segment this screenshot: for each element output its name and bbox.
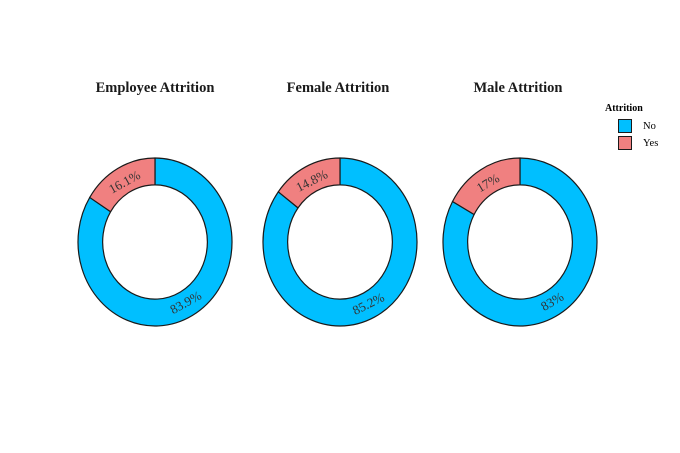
- donut-chart-male-attrition: 83%17%: [442, 157, 598, 327]
- chart-title-male: Male Attrition: [473, 80, 563, 96]
- donut-slice-no: [442, 157, 598, 327]
- chart-title-employee: Employee Attrition: [95, 80, 215, 96]
- legend-item-no: No: [605, 119, 675, 133]
- chart-title-female: Female Attrition: [286, 80, 390, 96]
- donut-slice-no: [262, 157, 418, 327]
- legend: Attrition No Yes: [605, 103, 675, 153]
- legend-label-yes: Yes: [643, 137, 659, 149]
- legend-label-no: No: [643, 120, 656, 132]
- donut-slice-no: [77, 157, 233, 327]
- donut-slice-yes: [277, 157, 341, 209]
- donut-slice-yes: [89, 157, 156, 213]
- donut-chart-employee-attrition: 83.9%16.1%: [77, 157, 233, 327]
- legend-title: Attrition: [605, 103, 643, 114]
- legend-swatch-no-icon: [618, 119, 632, 133]
- donut-slice-yes: [451, 157, 521, 216]
- legend-item-yes: Yes: [605, 136, 675, 150]
- legend-swatch-yes-icon: [618, 136, 632, 150]
- donut-chart-female-attrition: 85.2%14.8%: [262, 157, 418, 327]
